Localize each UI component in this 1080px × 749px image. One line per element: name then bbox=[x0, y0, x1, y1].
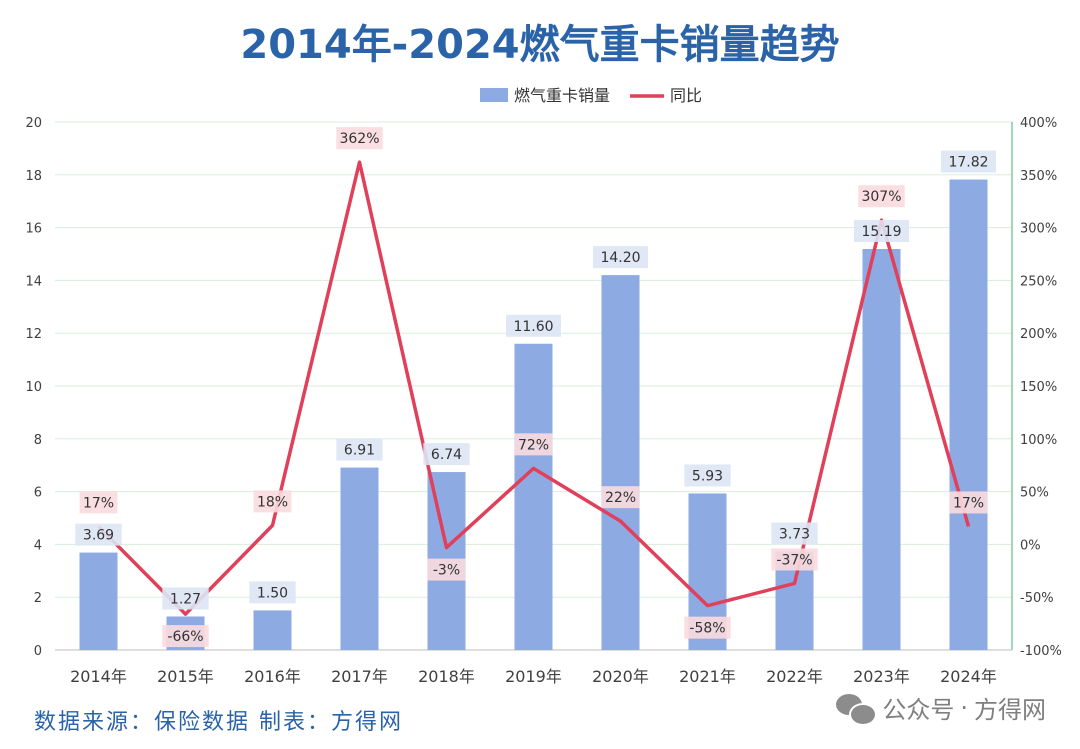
x-tick-label: 2020年 bbox=[592, 667, 649, 686]
wechat-icon bbox=[836, 692, 878, 726]
yoy-value-label: 17% bbox=[83, 495, 114, 511]
bar-value-label-bg bbox=[162, 587, 209, 610]
bar-value-label: 17.82 bbox=[948, 155, 988, 171]
yoy-value-label: -66% bbox=[167, 629, 203, 645]
bar-value-label: 6.91 bbox=[344, 443, 375, 459]
y-right-tick-label: 350% bbox=[1020, 169, 1057, 184]
watermark-name: 方得网 bbox=[974, 696, 1046, 724]
yoy-value-label-bg bbox=[858, 185, 905, 208]
y-left-tick-label: 2 bbox=[34, 591, 42, 606]
watermark: 公众号 · 方得网 bbox=[836, 690, 1046, 726]
bar-value-label-bg bbox=[771, 522, 818, 545]
yoy-value-label: -58% bbox=[689, 621, 725, 637]
bar-value-label-bg bbox=[593, 246, 648, 269]
x-tick-label: 2018年 bbox=[418, 667, 475, 686]
x-tick-label: 2016年 bbox=[244, 667, 301, 686]
yoy-value-label: 18% bbox=[257, 494, 288, 510]
bar-value-label-bg bbox=[854, 219, 909, 242]
y-right-tick-label: -50% bbox=[1020, 591, 1054, 606]
y-left-tick-label: 12 bbox=[25, 327, 42, 342]
y-right-tick-label: 300% bbox=[1020, 222, 1057, 237]
x-tick-label: 2023年 bbox=[853, 667, 910, 686]
bar bbox=[253, 610, 292, 650]
y-right-tick-label: 200% bbox=[1020, 327, 1057, 342]
y-left-tick-label: 16 bbox=[25, 222, 42, 237]
yoy-value-label-bg bbox=[162, 625, 209, 648]
bar-value-label: 1.27 bbox=[170, 591, 201, 607]
y-right-tick-label: 0% bbox=[1020, 538, 1041, 553]
x-tick-label: 2024年 bbox=[940, 667, 997, 686]
y-left-tick-label: 14 bbox=[25, 274, 42, 289]
yoy-value-label: -3% bbox=[433, 563, 460, 579]
bar-value-label-bg bbox=[75, 523, 122, 546]
yoy-value-label: 362% bbox=[339, 131, 379, 147]
bar-value-label-bg bbox=[336, 438, 383, 461]
yoy-value-label-bg bbox=[427, 558, 466, 581]
bar-value-label-bg bbox=[506, 314, 561, 337]
watermark-account: 公众号 bbox=[882, 696, 955, 724]
bar-value-label-bg bbox=[249, 581, 296, 604]
bar-value-label: 3.69 bbox=[83, 528, 114, 544]
bar bbox=[340, 467, 379, 650]
yoy-value-label-bg bbox=[79, 491, 118, 514]
yoy-value-label-bg bbox=[771, 548, 818, 571]
data-source-note: 数据来源：保险数据 制表：方得网 bbox=[34, 710, 403, 735]
x-tick-label: 2015年 bbox=[157, 667, 214, 686]
bar bbox=[949, 179, 988, 650]
yoy-value-label-bg bbox=[949, 491, 988, 514]
yoy-value-label: 22% bbox=[605, 490, 636, 506]
x-tick-label: 2014年 bbox=[70, 667, 127, 686]
bar-value-label-bg bbox=[941, 150, 996, 173]
yoy-value-label-bg bbox=[514, 433, 553, 456]
bar-value-label: 11.60 bbox=[513, 319, 553, 335]
watermark-dot: · bbox=[960, 693, 968, 722]
yoy-value-label: -37% bbox=[776, 552, 812, 568]
y-left-tick-label: 4 bbox=[34, 538, 42, 553]
bar bbox=[601, 275, 640, 650]
y-right-tick-label: 250% bbox=[1020, 274, 1057, 289]
x-tick-label: 2022年 bbox=[766, 667, 823, 686]
bar-value-label: 3.73 bbox=[779, 527, 810, 543]
yoy-value-label-bg bbox=[336, 127, 383, 150]
bar-value-label: 14.20 bbox=[600, 250, 640, 266]
legend-bar-label: 燃气重卡销量 bbox=[514, 86, 610, 105]
bar bbox=[514, 343, 553, 650]
yoy-value-label: 17% bbox=[953, 495, 984, 511]
y-left-tick-label: 20 bbox=[25, 116, 42, 131]
y-right-tick-label: -100% bbox=[1020, 644, 1062, 659]
bar-value-label: 6.74 bbox=[431, 447, 462, 463]
bar-value-label-bg bbox=[423, 443, 470, 466]
bar bbox=[862, 248, 901, 650]
legend-bar-swatch bbox=[480, 88, 508, 102]
y-right-tick-label: 50% bbox=[1020, 486, 1049, 501]
y-right-tick-label: 150% bbox=[1020, 380, 1057, 395]
x-tick-label: 2017年 bbox=[331, 667, 388, 686]
y-left-tick-label: 10 bbox=[25, 380, 42, 395]
yoy-value-label: 72% bbox=[518, 437, 549, 453]
yoy-line bbox=[97, 160, 971, 616]
bar-value-label: 5.93 bbox=[692, 468, 723, 484]
y-left-tick-label: 0 bbox=[34, 644, 42, 659]
y-left-tick-label: 18 bbox=[25, 169, 42, 184]
y-right-tick-label: 400% bbox=[1020, 116, 1057, 131]
yoy-value-label: 307% bbox=[861, 189, 901, 205]
x-tick-label: 2021年 bbox=[679, 667, 736, 686]
bar-value-label: 15.19 bbox=[861, 224, 901, 240]
y-right-tick-label: 100% bbox=[1020, 433, 1057, 448]
y-left-tick-label: 8 bbox=[34, 433, 42, 448]
chart-title: 2014年-2024燃气重卡销量趋势 bbox=[240, 22, 840, 68]
bar bbox=[79, 552, 118, 650]
yoy-value-label-bg bbox=[253, 490, 292, 513]
y-left-tick-label: 6 bbox=[34, 486, 42, 501]
yoy-value-label-bg bbox=[601, 486, 640, 509]
x-tick-label: 2019年 bbox=[505, 667, 562, 686]
yoy-value-label-bg bbox=[684, 616, 731, 639]
bar-value-label: 1.50 bbox=[257, 585, 288, 601]
legend-line-label: 同比 bbox=[670, 86, 702, 105]
bar-value-label-bg bbox=[684, 464, 731, 487]
